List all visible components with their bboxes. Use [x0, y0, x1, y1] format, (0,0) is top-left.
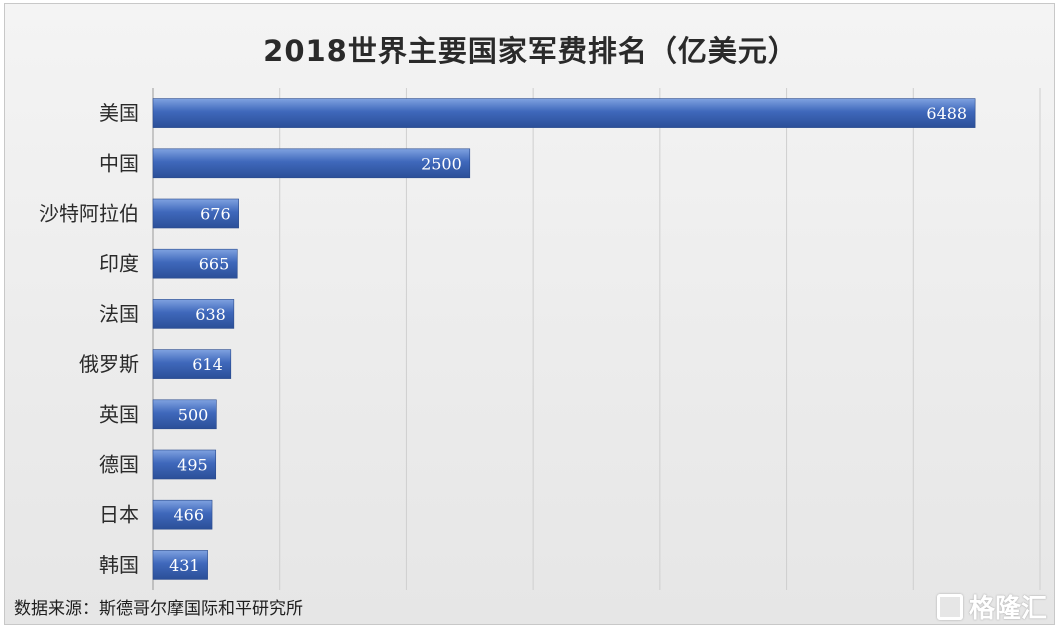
- category-label: 日本: [99, 503, 139, 527]
- category-label: 美国: [99, 101, 139, 125]
- bar-value-label: 614: [192, 355, 223, 374]
- bar-value-label: 665: [199, 255, 230, 274]
- bar-value-label: 2500: [421, 154, 462, 173]
- category-label: 德国: [99, 453, 139, 477]
- category-label: 中国: [99, 151, 139, 175]
- bar-value-label: 500: [178, 405, 209, 424]
- bar: [152, 499, 213, 530]
- source-note: 数据来源：斯德哥尔摩国际和平研究所: [14, 599, 303, 619]
- bar: [152, 399, 217, 430]
- watermark-text: 格隆汇: [968, 594, 1047, 624]
- bar: [152, 449, 217, 480]
- bar-value-label: 638: [195, 305, 226, 324]
- category-label: 英国: [99, 402, 139, 426]
- bars: 6488 2500 676 665 638 614 500 495 466 431: [152, 98, 976, 580]
- bar-value-label: 676: [200, 205, 231, 224]
- bar-value-label: 6488: [926, 104, 967, 123]
- bar-value-label: 431: [169, 556, 200, 575]
- category-label: 俄罗斯: [79, 352, 139, 376]
- bar: [152, 349, 232, 379]
- category-label: 韩国: [99, 553, 139, 577]
- bar: [152, 248, 238, 279]
- bar: [152, 98, 976, 128]
- category-label: 沙特阿拉伯: [39, 202, 139, 226]
- bar: [152, 198, 239, 229]
- bar: [152, 299, 235, 329]
- bar: [152, 148, 471, 179]
- category-label: 法国: [99, 302, 139, 326]
- watermark-logo-icon: [936, 593, 963, 620]
- category-label: 印度: [99, 252, 139, 276]
- chart-title: 2018世界主要国家军费排名（亿美元）: [263, 34, 798, 68]
- bar-value-label: 466: [174, 506, 205, 525]
- bar-value-label: 495: [177, 456, 208, 475]
- watermark: 格隆汇: [936, 588, 1047, 625]
- bar: [152, 550, 208, 580]
